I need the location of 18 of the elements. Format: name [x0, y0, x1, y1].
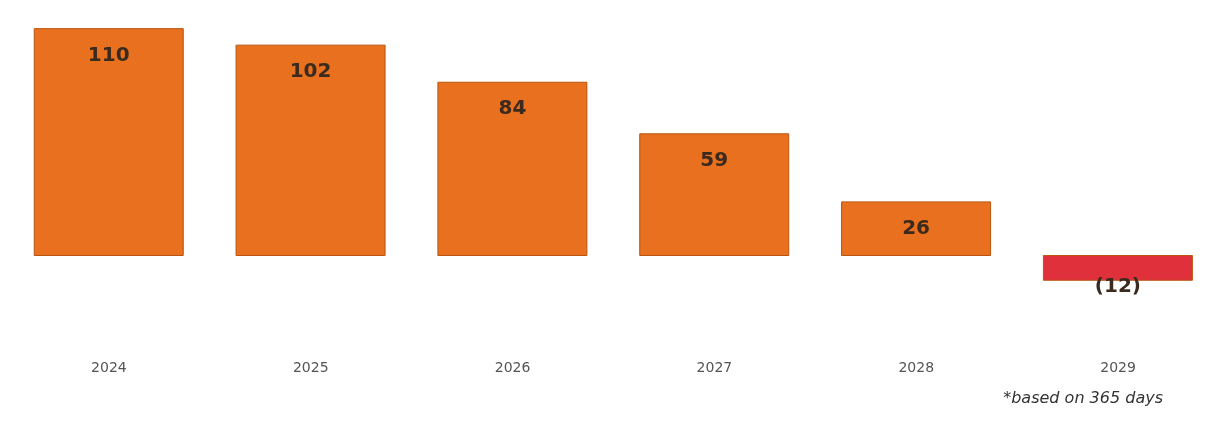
bar: [841, 201, 992, 256]
x-tick-label: 2026: [494, 358, 531, 375]
x-tick-label: 2027: [696, 358, 733, 375]
bar: [33, 28, 184, 256]
text: *based on 365 days: [1002, 388, 1164, 407]
bar: [639, 133, 790, 256]
data-label: 59: [700, 146, 729, 171]
bar: [437, 81, 588, 256]
data-label: 102: [289, 58, 332, 83]
x-tick-label: 2025: [292, 358, 329, 375]
x-tick-label: 2024: [91, 358, 127, 375]
data-label: 110: [87, 41, 130, 66]
data-label: 26: [902, 214, 930, 239]
bar: [235, 44, 386, 256]
x-tick-label: 2028: [898, 358, 935, 375]
data-label: (12): [1094, 273, 1141, 298]
x-tick-label: 2029: [1100, 358, 1136, 375]
data-label: 84: [498, 95, 527, 120]
